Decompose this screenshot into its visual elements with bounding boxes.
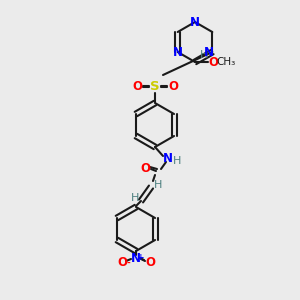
Text: O: O bbox=[168, 80, 178, 94]
Text: S: S bbox=[150, 80, 160, 94]
Text: N: N bbox=[173, 46, 183, 59]
Text: +: + bbox=[137, 253, 145, 262]
Text: H: H bbox=[154, 180, 162, 190]
Text: O: O bbox=[208, 56, 218, 68]
Text: N: N bbox=[131, 253, 141, 266]
Text: O: O bbox=[140, 161, 150, 175]
Text: N: N bbox=[190, 16, 200, 28]
Text: H: H bbox=[131, 193, 139, 203]
Text: H: H bbox=[200, 50, 208, 60]
Text: N: N bbox=[163, 152, 173, 164]
Text: N: N bbox=[204, 46, 214, 59]
Text: CH₃: CH₃ bbox=[216, 57, 236, 67]
Text: O: O bbox=[117, 256, 127, 268]
Text: -: - bbox=[126, 259, 130, 268]
Text: H: H bbox=[173, 156, 181, 166]
Text: O: O bbox=[132, 80, 142, 94]
Text: O: O bbox=[145, 256, 155, 268]
